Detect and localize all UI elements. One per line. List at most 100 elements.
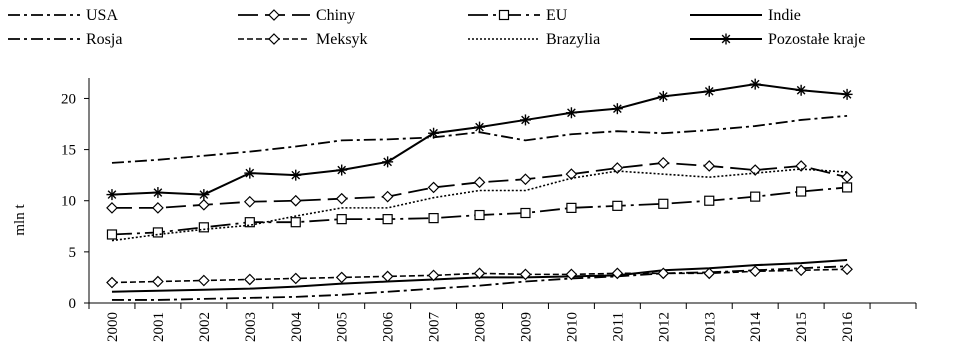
- asterisk-marker: [336, 164, 348, 176]
- diamond-marker: [289, 272, 302, 285]
- asterisk-marker: [611, 103, 623, 115]
- asterisk-marker: [519, 114, 531, 126]
- y-ticks: 0 5 10 15 20: [61, 91, 89, 312]
- series-meksyk: [106, 263, 853, 289]
- square-marker: [382, 214, 393, 225]
- y-axis-title: mln t: [12, 204, 28, 236]
- y-tick-label: 5: [69, 245, 77, 261]
- square-marker: [612, 200, 623, 211]
- x-tick-label: 2013: [702, 312, 718, 342]
- x-tick-label: 2015: [794, 312, 810, 342]
- legend-label: Brazylia: [546, 31, 600, 48]
- asterisk-marker: [841, 88, 853, 100]
- legend-label: Meksyk: [316, 31, 368, 48]
- asterisk-marker: [703, 85, 715, 97]
- y-tick-label: 0: [69, 296, 77, 312]
- asterisk-marker: [749, 78, 761, 90]
- legend-label: EU: [546, 7, 568, 24]
- diamond-marker: [841, 171, 853, 184]
- x-tick-label: 2002: [197, 312, 213, 342]
- diamond-marker: [795, 264, 807, 277]
- diamond-marker: [565, 268, 578, 281]
- square-marker: [428, 213, 439, 224]
- legend-item: Rosja: [8, 31, 122, 48]
- diamond-marker: [106, 202, 118, 214]
- x-tick-label: 2001: [151, 312, 167, 342]
- legend-label: Pozostałe kraje: [768, 31, 865, 48]
- legend: USA Chiny EU Indie Rosja Meksyk Brazylia Pozost…: [8, 7, 865, 48]
- legend-item: Indie: [690, 7, 801, 24]
- square-marker: [796, 186, 807, 197]
- x-tick-label: 2011: [610, 312, 626, 341]
- legend-item: Meksyk: [238, 31, 368, 48]
- series-chiny: [106, 157, 853, 214]
- square-marker: [566, 202, 577, 213]
- diamond-marker: [152, 202, 164, 214]
- asterisk-marker: [106, 189, 118, 201]
- diamond-marker: [106, 276, 118, 289]
- diamond-marker: [749, 265, 762, 278]
- legend-label: Indie: [768, 7, 801, 24]
- square-marker: [750, 191, 761, 202]
- plot-area: [106, 78, 853, 301]
- diamond-marker: [611, 162, 624, 174]
- asterisk-marker: [795, 84, 807, 96]
- diamond-marker: [381, 270, 394, 283]
- diamond-marker: [198, 198, 210, 211]
- asterisk-marker: [198, 189, 210, 201]
- square-marker: [520, 207, 531, 219]
- diamond-marker: [198, 274, 210, 287]
- asterisk-marker: [290, 169, 302, 181]
- series-line: [111, 265, 848, 301]
- diamond-marker: [519, 268, 532, 281]
- asterisk-marker: [382, 156, 394, 168]
- diamond-marker: [268, 9, 280, 21]
- square-marker: [290, 217, 301, 228]
- x-tick-label: 2003: [243, 312, 259, 342]
- diamond-marker: [841, 263, 853, 276]
- diamond-marker: [473, 267, 486, 280]
- square-marker: [474, 209, 485, 221]
- x-ticks: 2000 2001 2002 2003 2004 2005 2006 2007 2008 2009…: [88, 303, 917, 343]
- x-tick-label: 2007: [427, 312, 443, 343]
- y-tick-label: 15: [61, 143, 76, 159]
- x-tick-label: 2012: [656, 312, 672, 342]
- asterisk-marker: [657, 90, 669, 102]
- diamond-marker: [703, 267, 716, 280]
- x-tick-label: 2008: [473, 312, 489, 342]
- x-tick-label: 2000: [105, 312, 121, 342]
- diamond-marker: [657, 157, 670, 169]
- y-tick-label: 10: [61, 194, 76, 210]
- series-eu: [106, 182, 853, 240]
- x-tick-label: 2014: [748, 312, 764, 343]
- x-tick-label: 2005: [335, 312, 351, 342]
- diamond-marker: [519, 173, 532, 186]
- square-marker: [244, 217, 255, 228]
- diamond-marker: [381, 190, 394, 203]
- diamond-marker: [152, 275, 164, 288]
- square-marker: [106, 229, 118, 240]
- asterisk-marker: [152, 187, 164, 199]
- diamond-marker: [335, 192, 348, 205]
- x-tick-label: 2010: [564, 312, 580, 342]
- legend-label: Chiny: [316, 7, 355, 24]
- diamond-marker: [268, 33, 280, 45]
- diamond-marker: [243, 273, 256, 286]
- asterisk-marker: [474, 121, 486, 133]
- diamond-marker: [335, 271, 348, 284]
- diamond-marker: [657, 267, 670, 280]
- square-marker: [152, 227, 164, 238]
- square-marker: [198, 222, 209, 233]
- x-tick-label: 2016: [840, 312, 856, 343]
- x-tick-label: 2004: [289, 312, 305, 343]
- square-marker: [336, 214, 347, 225]
- square-marker: [498, 9, 510, 21]
- x-tick-label: 2006: [381, 312, 397, 343]
- diamond-marker: [703, 160, 716, 172]
- diamond-marker: [243, 195, 256, 208]
- series-line: [111, 268, 848, 284]
- asterisk-marker: [565, 107, 577, 119]
- legend-item: Brazylia: [468, 31, 600, 48]
